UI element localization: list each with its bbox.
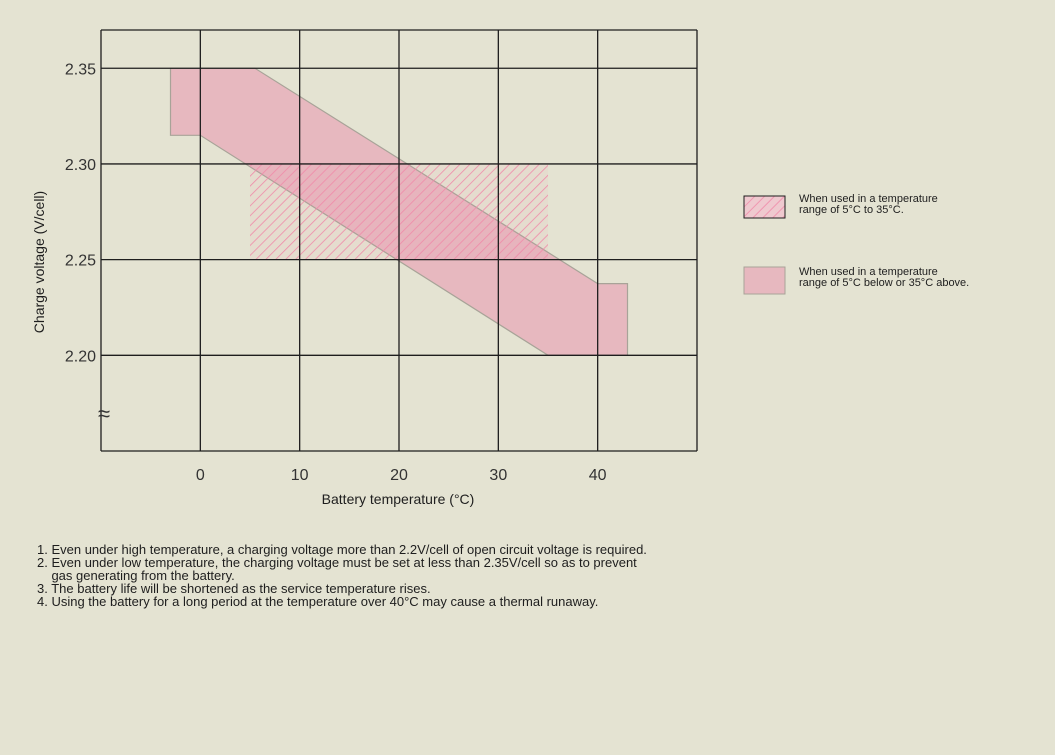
legend-label-hatched-line2: range of 5°C to 35°C. xyxy=(799,204,904,216)
note-2-continuation: gas generating from the battery. xyxy=(37,568,235,583)
chart: 0 10 20 30 40 2.35 2.30 2.25 2.20 Battery temper… xyxy=(31,29,969,507)
y-axis-title: Charge voltage (V/cell) xyxy=(31,191,47,333)
note-4: 4. Using the battery for a long period a… xyxy=(37,594,599,609)
note-2: 2. Even under low temperature, the charg… xyxy=(37,555,637,570)
x-tick-label: 20 xyxy=(390,467,408,484)
legend: When used in a temperature range of 5°C … xyxy=(743,193,969,295)
y-tick-label: 2.25 xyxy=(65,253,96,270)
notes-list: 1. Even under high temperature, a chargi… xyxy=(37,543,1027,608)
x-tick-label: 10 xyxy=(291,467,309,484)
legend-swatch-solid xyxy=(743,266,786,295)
legend-swatch-hatched-pattern xyxy=(743,195,786,219)
note-3: 3. The battery life will be shortened as… xyxy=(37,581,431,596)
x-tick-label: 30 xyxy=(489,467,507,484)
legend-label-solid-line1: When used in a temperature xyxy=(799,266,938,278)
y-tick-label: 2.35 xyxy=(65,61,96,78)
x-tick-label: 0 xyxy=(196,467,205,484)
x-axis-title: Battery temperature (°C) xyxy=(322,491,475,507)
legend-label-solid-line2: range of 5°C below or 35°C above. xyxy=(799,277,969,289)
x-tick-label: 40 xyxy=(589,467,607,484)
y-tick-label: 2.20 xyxy=(65,348,96,365)
y-tick-label: 2.30 xyxy=(65,157,96,174)
axis-break-symbol: ≈ xyxy=(98,401,110,426)
note-1: 1. Even under high temperature, a chargi… xyxy=(37,542,647,557)
legend-label-hatched-line1: When used in a temperature xyxy=(799,193,938,205)
